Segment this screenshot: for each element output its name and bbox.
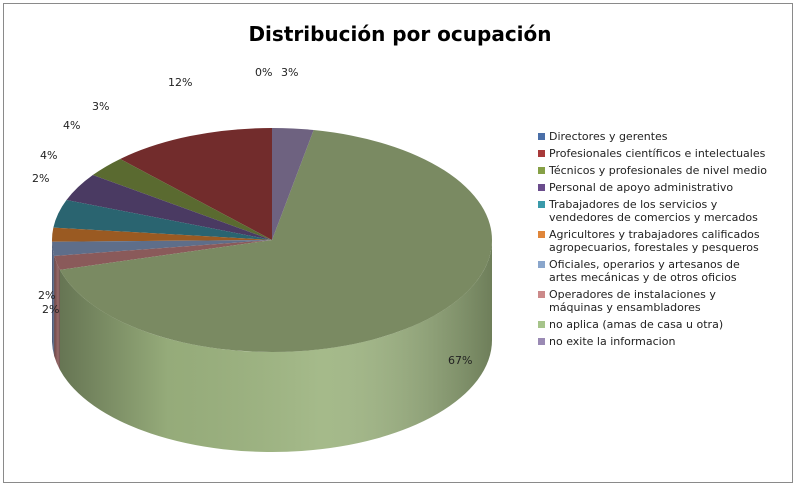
legend-label: Técnicos y profesionales de nivel medio xyxy=(549,164,767,177)
legend-item: Directores y gerentes xyxy=(538,130,800,143)
legend-swatch-icon xyxy=(538,321,545,328)
legend-label: Operadores de instalaciones y máquinas y… xyxy=(549,288,716,314)
legend-item: Técnicos y profesionales de nivel medio xyxy=(538,164,800,177)
legend-item: Profesionales científicos e intelectuale… xyxy=(538,147,800,160)
legend-item: Oficiales, operarios y artesanos de arte… xyxy=(538,258,800,284)
pie-slice-2 xyxy=(92,158,272,240)
legend-item: Agricultores y trabajadores calificados … xyxy=(538,228,800,254)
pie-side-shade xyxy=(52,241,55,356)
pie-side-shade xyxy=(54,255,60,370)
legend-label: no aplica (amas de casa u otra) xyxy=(549,318,724,331)
legend-swatch-icon xyxy=(538,150,545,157)
pie-slice-9 xyxy=(272,128,314,240)
legend-label: no exite la informacion xyxy=(549,335,676,348)
legend-swatch-icon xyxy=(538,167,545,174)
chart-title: Distribución por ocupación xyxy=(248,22,552,46)
data-label-2: 3% xyxy=(92,100,110,113)
pie-slice-8 xyxy=(59,130,493,352)
legend-label: Agricultores y trabajadores calificados … xyxy=(549,228,760,254)
pie-slice-3 xyxy=(66,175,272,240)
data-label-9: 3% xyxy=(281,66,299,79)
pie-side-shade xyxy=(59,240,493,452)
legend-swatch-icon xyxy=(538,184,545,191)
legend-label: Directores y gerentes xyxy=(549,130,668,143)
legend-item: Operadores de instalaciones y máquinas y… xyxy=(538,288,800,314)
legend-swatch-icon xyxy=(538,338,545,345)
legend-label: Profesionales científicos e intelectuale… xyxy=(549,147,766,160)
data-label-6: 2% xyxy=(38,289,56,302)
data-label-1: 12% xyxy=(168,76,193,89)
legend-item: no aplica (amas de casa u otra) xyxy=(538,318,800,331)
data-label-3: 4% xyxy=(63,119,81,132)
data-label-7: 2% xyxy=(42,303,60,316)
data-label-5: 2% xyxy=(32,172,50,185)
legend-swatch-icon xyxy=(538,291,545,298)
pie-slice-1 xyxy=(120,128,272,240)
pie-slice-4 xyxy=(53,200,273,240)
pie-slice-7 xyxy=(54,240,272,270)
legend-item: no exite la informacion xyxy=(538,335,800,348)
data-label-0: 0% xyxy=(255,66,273,79)
legend-label: Personal de apoyo administrativo xyxy=(549,181,734,194)
legend-swatch-icon xyxy=(538,201,545,208)
legend-label: Trabajadores de los servicios y vendedor… xyxy=(549,198,758,224)
data-label-4: 4% xyxy=(40,149,58,162)
data-label-8: 67% xyxy=(448,354,473,367)
legend-swatch-icon xyxy=(538,261,545,268)
legend-item: Personal de apoyo administrativo xyxy=(538,181,800,194)
legend: Directores y gerentes Profesionales cient… xyxy=(538,130,800,352)
pie-slice-6 xyxy=(52,240,272,256)
legend-item: Trabajadores de los servicios y vendedor… xyxy=(538,198,800,224)
legend-label: Oficiales, operarios y artesanos de arte… xyxy=(549,258,740,284)
legend-swatch-icon xyxy=(538,231,545,238)
legend-swatch-icon xyxy=(538,133,545,140)
pie-slice-5 xyxy=(52,227,272,242)
